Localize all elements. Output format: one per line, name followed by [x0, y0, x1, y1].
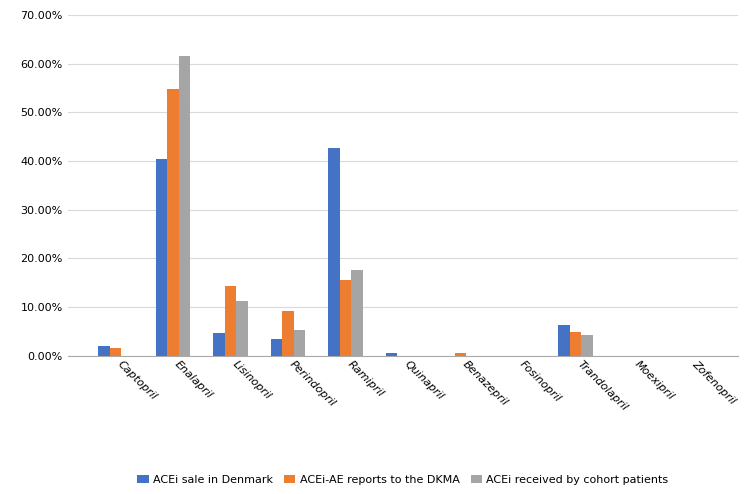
Bar: [455, 353, 466, 356]
Bar: [270, 339, 282, 356]
Bar: [156, 159, 167, 356]
Bar: [351, 270, 363, 356]
Bar: [282, 311, 294, 356]
Bar: [581, 335, 593, 356]
Bar: [294, 330, 305, 356]
Bar: [558, 326, 569, 356]
Bar: [340, 280, 351, 356]
Bar: [569, 332, 581, 356]
Bar: [167, 89, 178, 356]
Bar: [178, 56, 191, 356]
Bar: [213, 333, 224, 356]
Bar: [328, 148, 340, 356]
Bar: [98, 346, 110, 356]
Bar: [110, 348, 121, 356]
Bar: [236, 301, 248, 356]
Bar: [386, 353, 397, 356]
Bar: [224, 286, 236, 356]
Legend: ACEi sale in Denmark, ACEi-AE reports to the DKMA, ACEi received by cohort patie: ACEi sale in Denmark, ACEi-AE reports to…: [133, 470, 672, 490]
